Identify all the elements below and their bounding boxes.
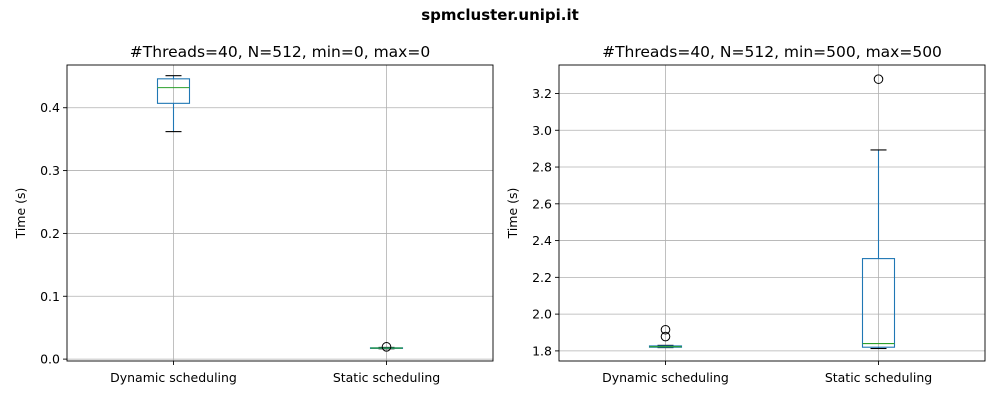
y-axis-label: Time (s) [13,188,28,240]
box-2 [369,342,404,352]
iqr-box [156,78,191,104]
y-tick-label: 2.8 [532,160,552,175]
plot-frame [558,64,986,362]
plot-frame [66,64,494,362]
y-tick-label: 3.0 [532,123,552,138]
x-tick-label: Dynamic scheduling [110,370,237,385]
y-tick-label: 2.4 [532,233,552,248]
x-tick-label: Static scheduling [825,370,932,385]
panels: 0.0 0.1 0.2 0.3 0.4 Dynamic scheduling Static … [13,43,986,385]
y-tick-label: 0.1 [40,289,60,304]
figure-title: spmcluster.unipi.it [421,6,579,24]
x-tick-label: Static scheduling [333,370,440,385]
y-tick-label: 2.6 [532,196,552,211]
y-tick-label: 1.8 [532,343,552,358]
y-tick-label: 0.2 [40,226,60,241]
y-tick-label: 0.4 [40,100,60,115]
outlier-point [381,342,392,352]
y-tick-label: 3.2 [532,86,552,101]
panel-title: #Threads=40, N=512, min=500, max=500 [602,43,942,61]
y-tick-label: 2.0 [532,307,552,322]
iqr-box [861,258,896,348]
outlier-point [873,74,884,84]
box-1 [648,324,683,349]
panel-1: 0.0 0.1 0.2 0.3 0.4 Dynamic scheduling Static … [13,43,494,385]
panel-title: #Threads=40, N=512, min=0, max=0 [130,43,430,61]
outlier-point [660,331,671,342]
y-tick-label: 0.3 [40,163,60,178]
panel-2: 1.8 2.0 2.2 2.4 2.6 2.8 3.0 3.2 Dynamic scheduli… [505,43,986,385]
box-1 [156,75,191,133]
y-axis-label: Time (s) [505,188,520,240]
x-tick-label: Dynamic scheduling [602,370,729,385]
y-tick-label: 0.0 [40,352,60,367]
box-2 [861,74,896,350]
outlier-point [660,324,671,335]
y-tick-label: 2.2 [532,270,552,285]
